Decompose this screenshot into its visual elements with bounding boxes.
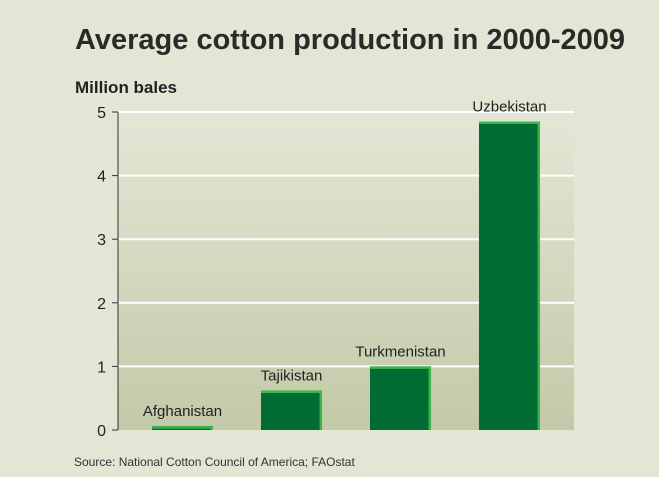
bar-afghanistan: [151, 426, 214, 430]
y-tick-label: 3: [97, 232, 106, 249]
bar-label: Uzbekistan: [472, 99, 546, 116]
bar: [260, 390, 323, 430]
bar-side-highlight: [319, 390, 323, 430]
bar-top-highlight: [478, 121, 541, 125]
bar-top-highlight: [151, 426, 214, 429]
y-axis-label: Million bales: [75, 78, 178, 97]
bar-tajikistan: [260, 390, 323, 430]
y-tick-label: 1: [97, 359, 106, 376]
bar-turkmenistan: [369, 366, 432, 430]
bar-top-highlight: [260, 390, 323, 394]
chart-title: Average cotton production in 2000-2009: [75, 24, 626, 56]
bar-side-highlight: [537, 121, 541, 430]
bar-side-highlight: [210, 426, 214, 430]
bar-top-highlight: [369, 366, 432, 369]
y-tick-label: 2: [97, 296, 106, 313]
bar-uzbekistan: [478, 121, 541, 430]
bar-side-highlight: [428, 366, 432, 430]
source-note: Source: National Cotton Council of Ameri…: [74, 455, 355, 469]
bar-label: Afghanistan: [143, 403, 222, 420]
y-tick-label: 5: [97, 105, 106, 122]
bar-label: Tajikistan: [261, 368, 323, 385]
bar-label: Turkmenistan: [355, 343, 445, 360]
bar: [369, 366, 432, 430]
bar: [478, 121, 541, 430]
y-tick-label: 4: [97, 169, 106, 186]
y-tick-label: 0: [97, 423, 106, 440]
